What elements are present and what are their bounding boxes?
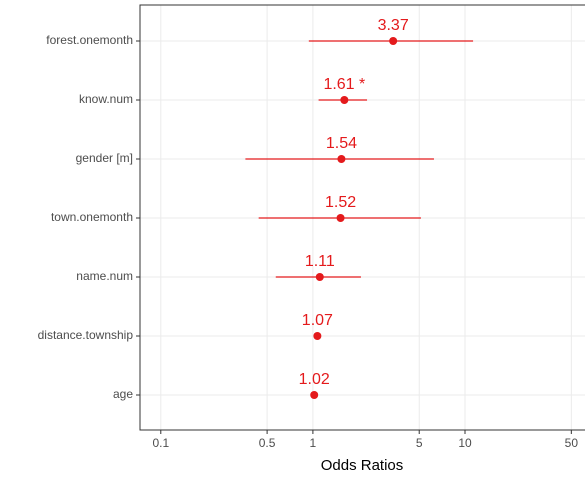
y-tick-label: name.num (76, 269, 133, 283)
x-tick-label: 10 (458, 436, 472, 450)
y-tick-label: forest.onemonth (46, 33, 133, 47)
x-tick-label: 1 (310, 436, 317, 450)
y-tick-label: age (113, 387, 133, 401)
point (340, 96, 349, 104)
point (315, 273, 324, 281)
point (389, 37, 398, 45)
x-axis-title: Odds Ratios (321, 457, 404, 474)
y-tick-label: gender [m] (76, 151, 133, 165)
point (310, 391, 319, 399)
point (336, 214, 345, 222)
value-label: 1.11 (305, 253, 335, 270)
value-label: 1.52 (325, 194, 356, 211)
point (337, 155, 346, 163)
value-label: 1.54 (326, 135, 357, 152)
y-tick-label: town.onemonth (51, 210, 133, 224)
x-tick-label: 0.1 (152, 436, 169, 450)
value-label: 1.61 * (323, 76, 365, 93)
x-tick-label: 0.5 (259, 436, 276, 450)
y-tick-label: know.num (79, 92, 133, 106)
y-tick-label: distance.township (38, 328, 134, 342)
x-tick-label: 5 (416, 436, 423, 450)
value-label: 3.37 (378, 17, 409, 34)
value-label: 1.02 (299, 371, 330, 388)
value-label: 1.07 (302, 312, 333, 329)
panel-border (139, 4, 585, 431)
x-tick-label: 50 (565, 436, 579, 450)
point (313, 332, 322, 340)
